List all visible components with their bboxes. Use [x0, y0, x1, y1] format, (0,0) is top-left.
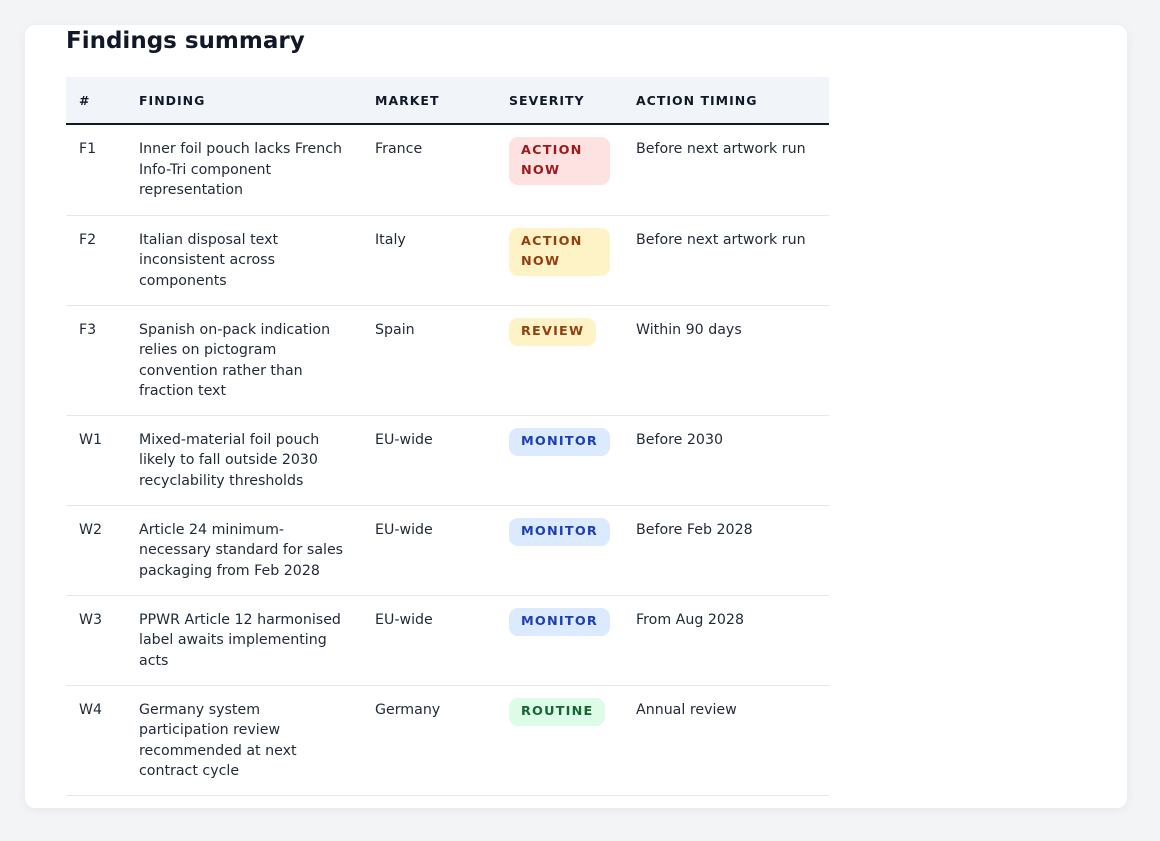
finding-text: Mixed-material foil pouch likely to fall… — [126, 415, 362, 506]
finding-timing: Annual review — [623, 685, 829, 796]
finding-id: F2 — [66, 215, 126, 306]
severity-badge: REVIEW — [509, 317, 597, 346]
table-row: W2 Article 24 minimum-necessary standard… — [66, 505, 829, 596]
column-header-finding: FINDING — [126, 77, 362, 125]
finding-timing: Within 90 days — [623, 305, 829, 416]
column-header-action-timing: ACTION TIMING — [623, 77, 829, 125]
finding-text: Spanish on-pack indication relies on pic… — [126, 305, 362, 416]
table-row: F1 Inner foil pouch lacks French Info-Tr… — [66, 124, 829, 216]
finding-text: Inner foil pouch lacks French Info-Tri c… — [126, 124, 362, 216]
finding-timing: Before next artwork run — [623, 124, 829, 216]
table-row: W1 Mixed-material foil pouch likely to f… — [66, 415, 829, 506]
column-header-market: MARKET — [362, 77, 496, 125]
finding-timing: From Aug 2028 — [623, 595, 829, 686]
finding-market: EU-wide — [362, 415, 496, 506]
severity-badge: MONITOR — [509, 517, 610, 546]
finding-severity: REVIEW — [496, 305, 623, 416]
finding-text: Italian disposal text inconsistent acros… — [126, 215, 362, 306]
finding-id: F3 — [66, 305, 126, 416]
finding-text: PPWR Article 12 harmonised label awaits … — [126, 595, 362, 686]
finding-market: France — [362, 124, 496, 216]
finding-id: W4 — [66, 685, 126, 796]
severity-badge: ACTION NOW — [509, 227, 610, 276]
finding-severity: MONITOR — [496, 505, 623, 596]
finding-severity: MONITOR — [496, 415, 623, 506]
finding-market: Germany — [362, 685, 496, 796]
finding-market: EU-wide — [362, 595, 496, 686]
page-title: Findings summary — [66, 28, 305, 54]
finding-text: Article 24 minimum-necessary standard fo… — [126, 505, 362, 596]
finding-timing: Before 2030 — [623, 415, 829, 506]
severity-badge: ROUTINE — [509, 697, 606, 726]
finding-severity: ROUTINE — [496, 685, 623, 796]
column-header-id: # — [66, 77, 126, 125]
table-row: W4 Germany system participation review r… — [66, 685, 829, 796]
table-row: F2 Italian disposal text inconsistent ac… — [66, 215, 829, 306]
finding-timing: Before next artwork run — [623, 215, 829, 306]
finding-text: Germany system participation review reco… — [126, 685, 362, 796]
severity-badge: MONITOR — [509, 607, 610, 636]
severity-badge: ACTION NOW — [509, 137, 610, 185]
finding-severity: MONITOR — [496, 595, 623, 686]
finding-id: F1 — [66, 124, 126, 216]
finding-severity: ACTION NOW — [496, 124, 623, 216]
severity-badge: MONITOR — [509, 427, 610, 456]
finding-market: EU-wide — [362, 505, 496, 596]
findings-card: Findings summary # FINDING MARKET SEVERI… — [25, 25, 1127, 808]
finding-timing: Before Feb 2028 — [623, 505, 829, 596]
finding-id: W1 — [66, 415, 126, 506]
table-row: W3 PPWR Article 12 harmonised label awai… — [66, 595, 829, 686]
finding-market: Italy — [362, 215, 496, 306]
table-header-row: # FINDING MARKET SEVERITY ACTION TIMING — [66, 77, 829, 125]
finding-severity: ACTION NOW — [496, 215, 623, 306]
column-header-severity: SEVERITY — [496, 77, 623, 125]
finding-id: W2 — [66, 505, 126, 596]
findings-table: # FINDING MARKET SEVERITY ACTION TIMING … — [66, 77, 829, 796]
table-row: F3 Spanish on-pack indication relies on … — [66, 305, 829, 416]
finding-market: Spain — [362, 305, 496, 416]
finding-id: W3 — [66, 595, 126, 686]
